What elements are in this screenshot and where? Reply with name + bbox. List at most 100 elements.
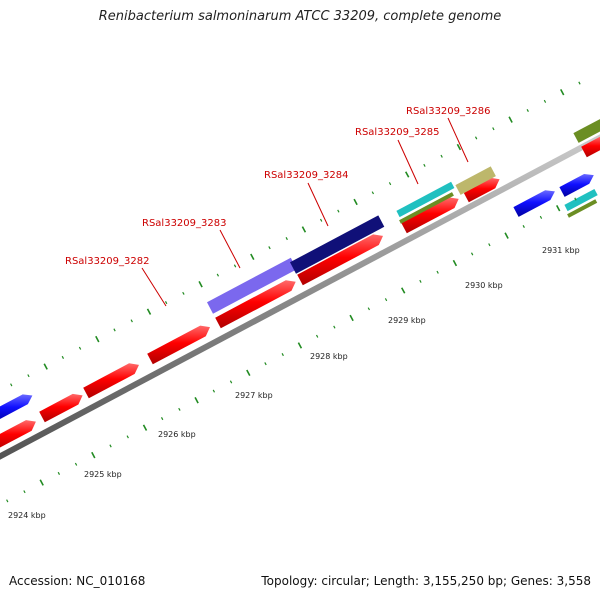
gene-block-3286 xyxy=(455,166,496,195)
scale-tick-upper xyxy=(198,281,203,288)
scale-tick-lower xyxy=(264,362,267,366)
gene-label-leader xyxy=(219,229,241,269)
scale-tick-lower xyxy=(539,215,543,219)
gene-block-cyan xyxy=(564,189,598,212)
scale-tick-lower xyxy=(178,407,181,411)
cds-block xyxy=(39,393,83,423)
scale-tick-upper xyxy=(353,198,358,206)
kbp-tick-label: 2927 kbp xyxy=(235,391,273,400)
scale-tick-lower xyxy=(436,270,439,274)
scale-tick-upper xyxy=(578,81,581,85)
gene-label-leader xyxy=(307,182,329,227)
scale-tick-upper xyxy=(388,182,392,186)
page-title: Renibacterium salmoninarum ATCC 33209, c… xyxy=(98,9,502,24)
gene-block-olive xyxy=(573,119,600,143)
scale-tick-upper xyxy=(268,246,271,250)
scale-tick-upper xyxy=(474,136,478,140)
kbp-tick-label: 2925 kbp xyxy=(84,470,122,479)
scale-tick-upper xyxy=(285,237,288,241)
scale-tick-lower xyxy=(74,462,78,466)
scale-tick-lower xyxy=(126,435,129,439)
gene-label: RSal33209_3286 xyxy=(406,106,490,117)
gene-label: RSal33209_3283 xyxy=(142,218,226,229)
scale-tick-lower xyxy=(246,369,251,376)
gene-block-3285-cyan xyxy=(396,181,455,218)
scale-tick-lower xyxy=(109,444,112,448)
gene-block-3283 xyxy=(207,257,297,314)
scale-tick-lower xyxy=(555,205,561,212)
scale-tick-lower xyxy=(488,243,491,247)
gene-label: RSal33209_3284 xyxy=(264,170,348,181)
kbp-tick-label: 2924 kbp xyxy=(8,511,46,520)
scale-tick-lower xyxy=(91,451,96,459)
scale-tick-upper xyxy=(404,171,410,178)
scale-tick-upper xyxy=(233,264,237,268)
scale-tick-upper xyxy=(543,99,547,103)
scale-tick-upper xyxy=(456,143,462,151)
scale-tick-upper xyxy=(337,209,340,213)
scale-tick-upper xyxy=(559,89,565,96)
scale-tick-upper xyxy=(10,383,13,387)
kbp-tick-label: 2931 kbp xyxy=(542,246,580,255)
cds-block xyxy=(215,280,296,329)
cds-block-blue xyxy=(559,174,594,197)
gene-label: RSal33209_3285 xyxy=(355,127,439,138)
gene-label-leader xyxy=(397,139,419,185)
scale-tick-upper xyxy=(371,191,375,195)
scale-tick-lower xyxy=(367,307,371,311)
scale-tick-upper xyxy=(216,273,220,277)
scale-tick-upper xyxy=(423,163,426,167)
scale-tick-lower xyxy=(39,479,44,486)
cds-block xyxy=(401,197,459,234)
cds-block xyxy=(581,136,600,158)
scale-tick-upper xyxy=(146,308,152,315)
cds-block xyxy=(297,234,383,286)
scale-tick-upper xyxy=(182,291,185,295)
scale-tick-upper xyxy=(43,363,48,370)
kbp-tick-label: 2929 kbp xyxy=(388,316,426,325)
gene-block-3285-olive xyxy=(399,192,454,224)
summary-text: Topology: circular; Length: 3,155,250 bp… xyxy=(261,574,591,588)
scale-tick-upper xyxy=(78,346,82,350)
scale-tick-lower xyxy=(160,417,164,421)
kbp-tick-label: 2930 kbp xyxy=(465,281,503,290)
scale-tick-lower xyxy=(349,314,354,322)
scale-tick-lower xyxy=(281,353,284,357)
cds-block xyxy=(147,325,210,365)
gene-block-3284 xyxy=(290,215,385,274)
scale-tick-lower xyxy=(142,424,148,431)
scale-tick-lower xyxy=(452,259,458,267)
cds-block-blue xyxy=(513,190,555,217)
kbp-tick-label: 2928 kbp xyxy=(310,352,348,361)
scale-tick-lower xyxy=(522,225,525,228)
kbp-tick-label: 2926 kbp xyxy=(158,430,196,439)
scale-tick-upper xyxy=(27,374,30,378)
scale-tick-upper xyxy=(526,109,529,112)
scale-tick-lower xyxy=(297,342,303,349)
scale-tick-upper xyxy=(440,154,443,158)
scale-tick-upper xyxy=(301,226,307,233)
gene-label: RSal33209_3282 xyxy=(65,256,149,267)
gene-block-olive xyxy=(567,199,598,218)
cds-block xyxy=(463,177,500,203)
scale-tick-lower xyxy=(315,334,319,338)
scale-tick-lower xyxy=(23,490,26,494)
gene-label-leader xyxy=(447,117,469,163)
cds-block xyxy=(83,363,139,399)
scale-tick-upper xyxy=(164,301,168,305)
scale-tick-upper xyxy=(61,355,65,359)
genome-backbone xyxy=(0,134,600,460)
accession-text: Accession: NC_010168 xyxy=(9,574,146,588)
scale-tick-lower xyxy=(194,397,199,404)
scale-tick-lower xyxy=(470,252,474,256)
scale-tick-upper xyxy=(130,319,133,323)
scale-tick-lower xyxy=(574,197,577,201)
scale-tick-upper xyxy=(319,218,323,222)
scale-tick-lower xyxy=(212,389,216,393)
scale-tick-lower xyxy=(384,298,388,302)
scale-tick-lower xyxy=(504,232,509,239)
scale-tick-upper xyxy=(492,127,495,131)
scale-tick-lower xyxy=(419,279,422,283)
